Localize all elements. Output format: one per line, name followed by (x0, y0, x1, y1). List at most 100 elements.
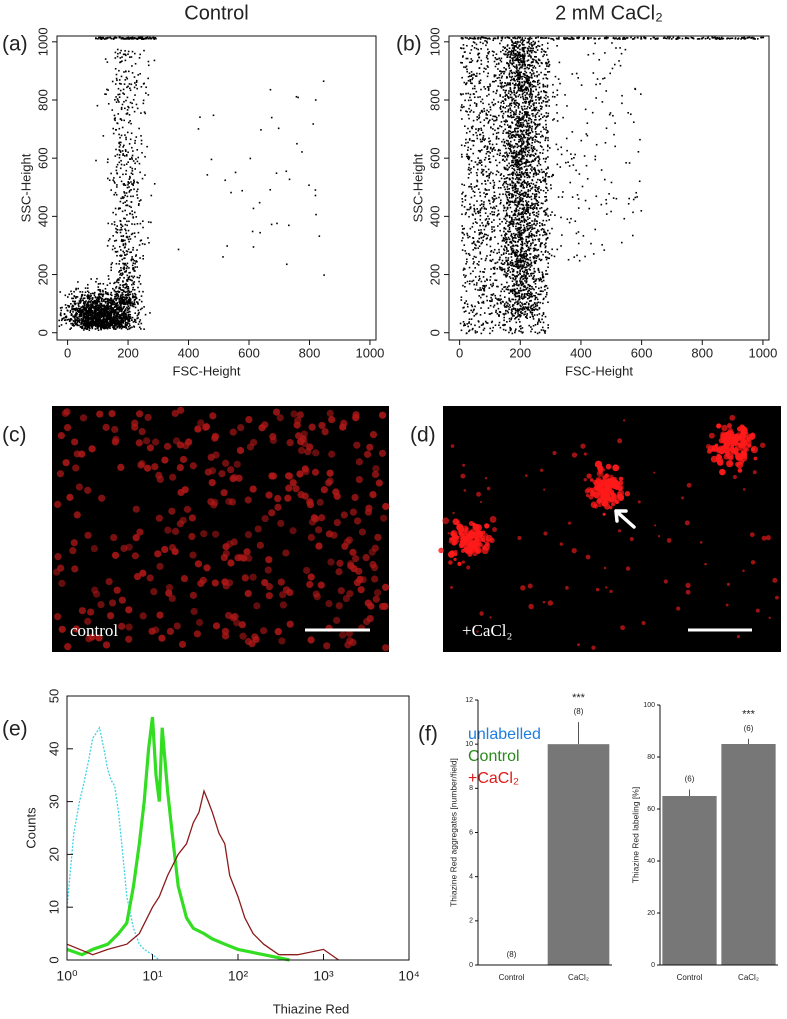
event-dot (503, 262, 506, 264)
cell (333, 492, 341, 500)
event-dot (139, 257, 141, 259)
event-dot (108, 309, 111, 311)
cell (195, 618, 204, 627)
aggregate-cell (601, 501, 606, 506)
event-dot (515, 70, 518, 73)
event-dot (502, 86, 505, 88)
aggregate-cell (600, 490, 605, 495)
event-dot (132, 184, 135, 187)
event-dot (124, 291, 127, 294)
cell (71, 565, 79, 573)
event-dot (126, 109, 129, 111)
event-dot (133, 270, 135, 272)
event-dot (106, 319, 109, 322)
cell (180, 574, 189, 583)
event-dot (499, 79, 501, 82)
event-dot (531, 109, 533, 112)
event-dot (83, 320, 85, 322)
event-dot (87, 301, 89, 303)
event-dot (123, 217, 125, 220)
cell (486, 486, 491, 491)
event-dot (147, 64, 150, 67)
event-dot (515, 197, 517, 200)
cell (527, 583, 533, 589)
event-dot (120, 303, 122, 306)
event-dot (139, 53, 142, 56)
event-dot (116, 250, 119, 253)
event-dot (124, 283, 126, 286)
event-dot (121, 308, 123, 311)
event-dot (128, 320, 130, 323)
event-dot (520, 174, 522, 177)
event-dot (123, 119, 125, 122)
event-dot (100, 308, 103, 310)
event-dot (122, 197, 124, 200)
cell (229, 428, 237, 436)
event-dot (514, 59, 517, 62)
event-dot (119, 61, 121, 64)
aggregate-cell (453, 552, 458, 557)
event-dot (108, 312, 110, 315)
event-dot (526, 171, 529, 174)
cell (306, 580, 314, 589)
event-dot (114, 247, 116, 250)
cell (133, 572, 142, 581)
event-dot (91, 297, 93, 299)
cell (177, 406, 185, 414)
event-dot (100, 309, 102, 312)
event-dot (61, 306, 63, 309)
event-dot (502, 252, 505, 255)
event-dot (127, 302, 129, 304)
event-dot (120, 83, 122, 85)
event-dot (537, 44, 539, 47)
event-dot (90, 299, 93, 302)
event-dot (519, 272, 521, 274)
event-dot (117, 295, 119, 298)
event-dot (526, 60, 529, 62)
event-dot (87, 323, 89, 325)
event-dot (78, 315, 81, 318)
cell (88, 445, 96, 453)
event-dot (524, 65, 526, 67)
event-dot (131, 275, 133, 278)
cell (293, 421, 301, 429)
event-dot (513, 156, 515, 159)
event-dot (66, 309, 69, 312)
event-dot (518, 45, 520, 48)
event-dot (521, 109, 524, 111)
event-dot (530, 44, 533, 46)
cell (69, 547, 77, 555)
event-dot (118, 310, 121, 312)
cell (448, 539, 453, 544)
event-dot (103, 311, 106, 314)
event-dot (526, 75, 528, 78)
cell (583, 478, 587, 482)
event-dot (530, 73, 533, 75)
cell (337, 587, 345, 595)
event-dot (132, 288, 134, 291)
event-dot (517, 200, 519, 203)
event-dot (519, 71, 522, 74)
event-dot (121, 289, 123, 291)
event-dot (118, 156, 121, 159)
event-dot (529, 311, 532, 314)
event-dot (136, 149, 139, 151)
event-dot (114, 323, 116, 325)
event-dot (128, 113, 131, 116)
event-dot (155, 37, 157, 40)
event-dot (529, 263, 531, 266)
event-dot (113, 309, 116, 312)
event-dot (101, 293, 104, 296)
event-dot (72, 311, 74, 313)
cell (188, 532, 196, 541)
panel-label: (c) (2, 424, 27, 447)
event-dot (510, 52, 513, 54)
event-dot (112, 327, 115, 329)
event-dot (515, 237, 517, 239)
event-dot (126, 250, 129, 253)
event-dot (125, 136, 127, 139)
event-dot (526, 98, 529, 100)
event-dot (102, 312, 105, 315)
event-dot (59, 291, 62, 293)
event-dot (499, 266, 502, 269)
